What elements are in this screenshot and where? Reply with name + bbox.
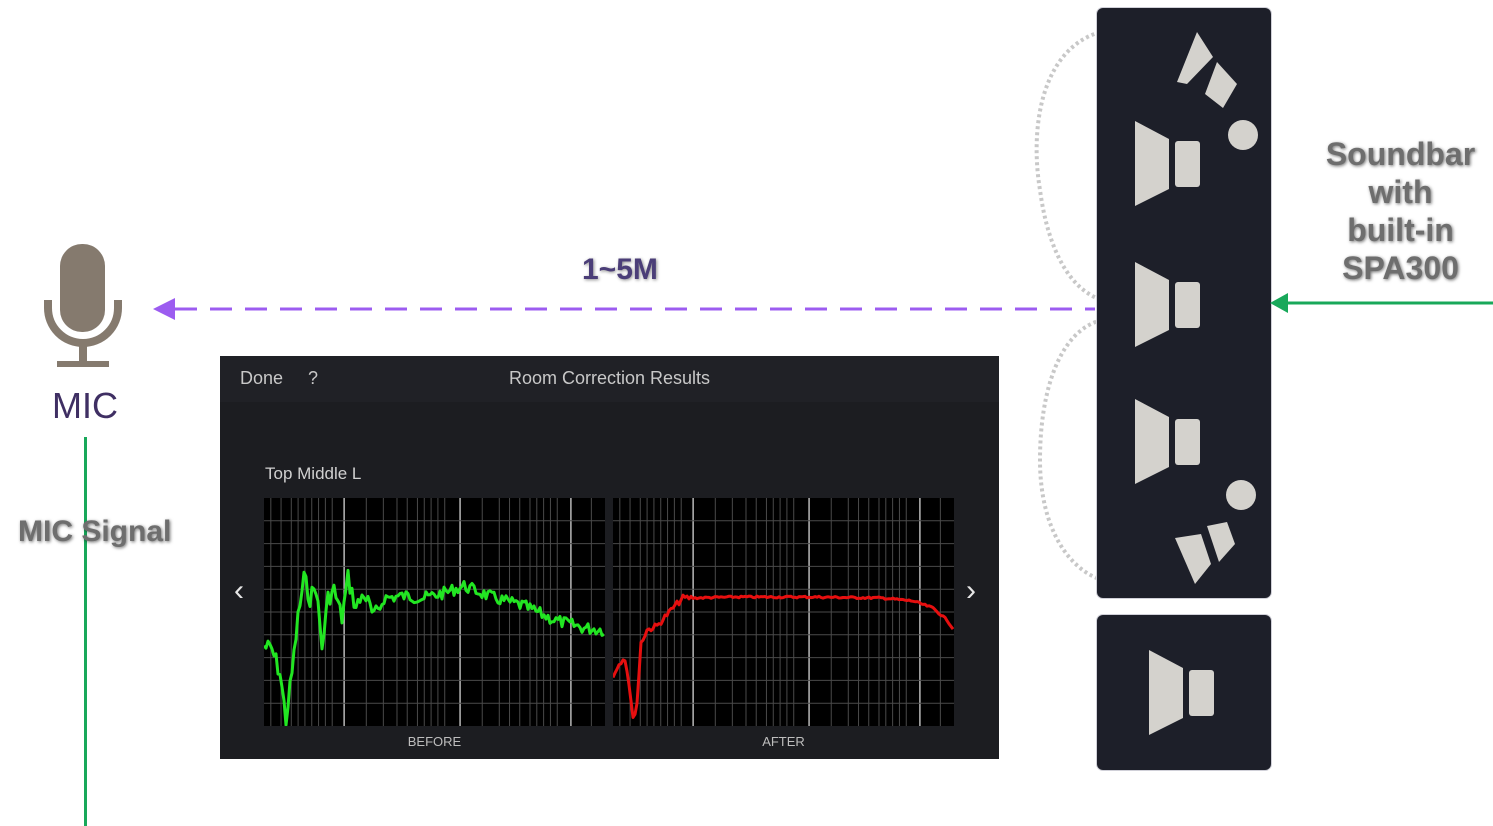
room-correction-window: Done ? Room Correction Results Top Middl… (220, 356, 999, 759)
status-dot (1226, 480, 1256, 510)
after-response-plot (613, 498, 954, 726)
mic-label: MIC (52, 385, 118, 426)
speaker-icon (1149, 650, 1214, 735)
mic-signal-label: MIC Signal (18, 515, 172, 548)
mic-signal-line (84, 437, 87, 826)
done-button[interactable]: Done (240, 368, 284, 388)
next-channel-button[interactable]: › (966, 574, 976, 607)
previous-channel-button[interactable]: ‹ (234, 574, 244, 607)
after-response-curve (613, 593, 954, 719)
soundbar-label-line: SPA300 (1342, 250, 1459, 286)
soundbar-panel (1097, 8, 1271, 598)
speaker-icon (1135, 399, 1200, 484)
status-dot (1228, 120, 1258, 150)
soundbar-label-line: built-in (1347, 212, 1454, 248)
input-arrow (1270, 293, 1493, 313)
speaker-icon (1135, 262, 1200, 347)
before-response-plot (264, 498, 605, 726)
microphone-icon (44, 244, 122, 367)
channel-label: Top Middle L (265, 464, 362, 483)
distance-label: 1~5M (582, 253, 658, 286)
before-response-curve (264, 568, 605, 726)
soundbar-label-line: Soundbar (1325, 136, 1476, 172)
plot-grid (264, 498, 605, 726)
speaker-group-arcs (1034, 30, 1103, 582)
window-title: Room Correction Results (508, 368, 711, 388)
soundbar-label-line: with (1368, 174, 1433, 210)
window-header: Done ? Room Correction Results (220, 356, 999, 402)
help-button[interactable]: ? (308, 368, 319, 388)
plot-grid (613, 498, 954, 726)
soundbar-label: Soundbar with built-in SPA300 (1318, 135, 1483, 287)
upfiring-speaker-icon (1175, 522, 1235, 584)
distance-arrow (153, 298, 1095, 320)
speaker-icon (1135, 121, 1200, 206)
after-caption: AFTER (762, 734, 805, 749)
before-caption: BEFORE (407, 734, 462, 749)
upfiring-speaker-icon (1177, 32, 1237, 108)
subwoofer-panel (1097, 615, 1271, 770)
